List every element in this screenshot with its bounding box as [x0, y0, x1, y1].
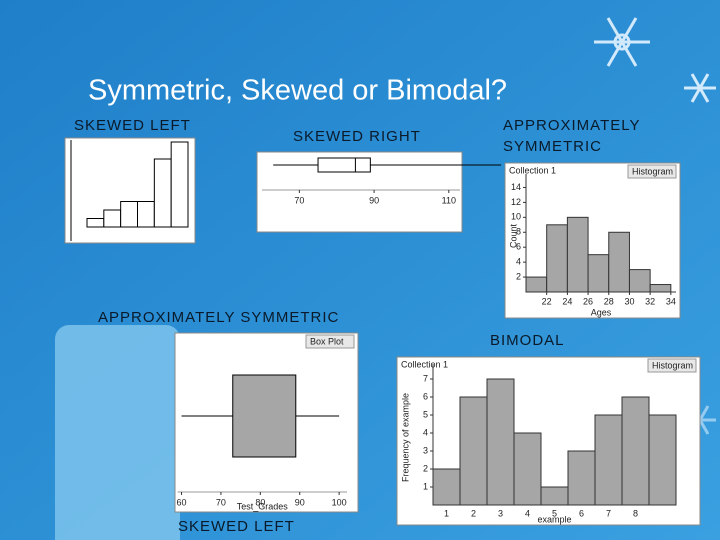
x-tick-label: 6 [579, 508, 584, 518]
x-tick-label: 32 [645, 296, 655, 306]
x-tick-label: 5 [552, 508, 557, 518]
y-tick-label: 5 [423, 409, 428, 419]
y-tick-label: 6 [423, 391, 428, 401]
label: BIMODAL [490, 332, 565, 349]
bar [594, 414, 623, 506]
bar [486, 378, 515, 506]
x-tick-label: 110 [442, 195, 456, 205]
accent-block [55, 325, 180, 540]
label: APPROXIMATELY [503, 117, 640, 134]
bar [649, 284, 672, 293]
x-tick-label: 100 [332, 497, 347, 507]
bar [137, 201, 155, 228]
bar [459, 396, 488, 506]
y-tick-label: 10 [511, 212, 521, 222]
x-tick-label: 24 [562, 296, 572, 306]
x-axis-label: Ages [591, 307, 612, 317]
y-tick-label: 4 [516, 257, 521, 267]
menu-button [647, 358, 697, 373]
x-tick-label: 4 [525, 508, 530, 518]
bar [170, 141, 189, 228]
label: SYMMETRIC [503, 138, 602, 155]
bar [567, 450, 596, 506]
bar [608, 231, 630, 293]
box [317, 157, 371, 173]
x-tick-label: 30 [624, 296, 634, 306]
menu-button [305, 334, 355, 349]
bar [621, 396, 650, 506]
x-tick-label: 70 [216, 497, 226, 507]
label: SKEWED LEFT [178, 518, 295, 535]
label: SKEWED RIGHT [293, 128, 421, 145]
y-axis-label: Count [508, 224, 518, 249]
y-tick-label: 14 [511, 182, 521, 192]
box [232, 374, 297, 458]
panel-header: Collection 1 [401, 359, 448, 369]
bar [513, 432, 542, 506]
x-tick-label: 3 [498, 508, 503, 518]
x-tick-label: 28 [604, 296, 614, 306]
menu-button [627, 164, 677, 179]
x-axis-label: example [537, 514, 571, 524]
bar [153, 158, 172, 228]
bar [120, 201, 138, 228]
y-tick-label: 2 [516, 271, 521, 281]
panel [504, 162, 681, 319]
y-tick-label: 2 [423, 463, 428, 473]
y-tick-label: 1 [423, 481, 428, 491]
menu-label: Histogram [652, 360, 693, 370]
bar [525, 276, 548, 293]
slide-title: Symmetric, Skewed or Bimodal? [88, 75, 507, 107]
y-tick-label: 6 [516, 242, 521, 252]
bar [432, 468, 461, 506]
bar [546, 224, 568, 293]
x-tick-label: 60 [177, 497, 187, 507]
y-tick-label: 7 [423, 373, 428, 383]
x-tick-label: 26 [583, 296, 593, 306]
bar [628, 269, 651, 293]
x-tick-label: 8 [633, 508, 638, 518]
bar [587, 254, 610, 293]
label: SKEWED LEFT [74, 117, 191, 134]
menu-label: Histogram [632, 166, 673, 176]
x-tick-label: 70 [294, 195, 304, 205]
y-tick-label: 8 [516, 227, 521, 237]
y-axis-label: Frequency of example [400, 393, 410, 482]
bar [566, 216, 589, 293]
bar [648, 414, 677, 506]
x-tick-label: 90 [295, 497, 305, 507]
label: APPROXIMATELY SYMMETRIC [98, 309, 339, 326]
panel-header: Collection 1 [509, 165, 556, 175]
x-tick-label: 90 [369, 195, 379, 205]
bar [103, 209, 122, 228]
x-tick-label: 34 [666, 296, 676, 306]
menu-label: Box Plot [310, 336, 344, 346]
bar [540, 486, 569, 506]
y-tick-label: 12 [511, 197, 521, 207]
x-tick-label: 80 [255, 497, 265, 507]
x-tick-label: 1 [444, 508, 449, 518]
y-tick-label: 3 [423, 445, 428, 455]
x-tick-label: 2 [471, 508, 476, 518]
x-axis-label: Test_Grades [237, 501, 289, 511]
x-tick-label: 22 [542, 296, 552, 306]
y-tick-label: 4 [423, 427, 428, 437]
x-tick-label: 7 [606, 508, 611, 518]
bar [86, 218, 105, 228]
